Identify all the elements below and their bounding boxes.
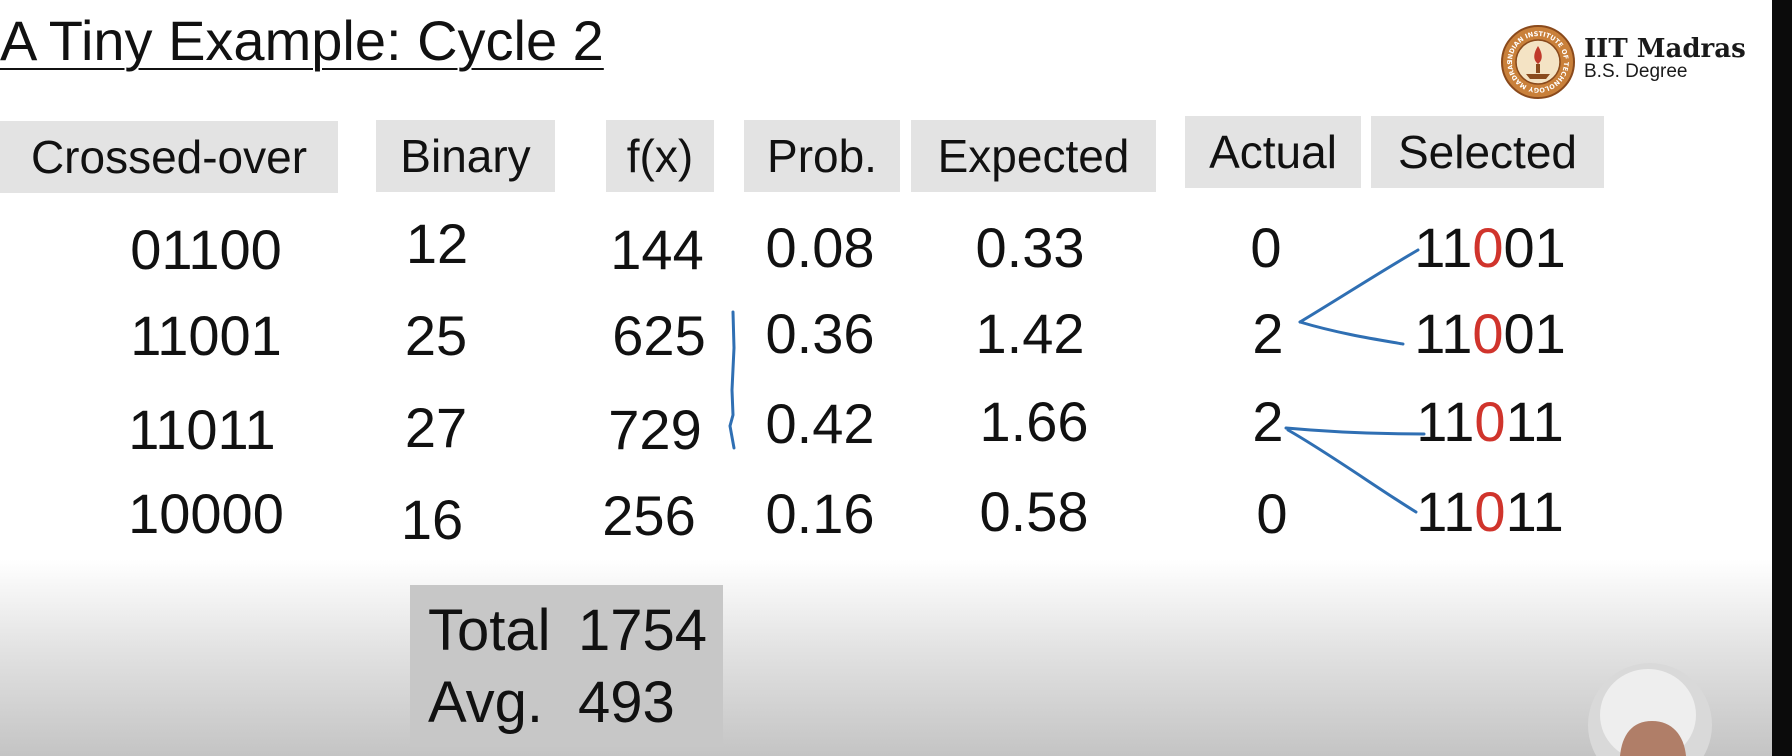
prob-value: 0.16 [765,482,875,545]
selected-value: 11001 [1414,216,1566,279]
presenter-figure [1588,663,1712,756]
binary-value: 27 [404,396,468,459]
iit-madras-seal-icon: INDIAN INSTITUTE OF TECHNOLOGY MADRAS [1501,25,1575,99]
institute-logo: INDIAN INSTITUTE OF TECHNOLOGY MADRAS II… [1500,20,1746,100]
selected-value: 11011 [1416,390,1564,453]
expected-value: 1.42 [975,302,1085,365]
highlighted-bit: 0 [1472,216,1504,279]
selected-value: 11001 [1414,302,1566,365]
header-expected: Expected [911,120,1156,192]
actual-value: 0 [1256,482,1288,545]
binary-value: 12 [405,212,469,275]
expected-value: 1.66 [979,390,1089,453]
header-prob: Prob. [744,120,900,192]
summary-box: Total 1754 Avg. 493 [410,585,723,747]
total-value: 1754 [578,598,708,663]
fx-value: 729 [608,398,702,461]
selection-stroke [1286,428,1418,514]
prob-value: 0.42 [765,392,875,455]
header-fx: f(x) [606,120,714,192]
selection-stroke [1298,320,1405,346]
fx-value: 625 [612,304,706,367]
highlighted-bit: 0 [1474,390,1506,453]
video-edge-band [1772,0,1792,756]
expected-value: 0.33 [975,216,1085,279]
actual-value: 0 [1250,216,1282,279]
prob-value: 0.08 [765,216,875,279]
logo-subtitle: B.S. Degree [1584,61,1688,82]
total-line: Total 1754 [428,597,707,664]
prob-value: 0.36 [765,302,875,365]
total-label: Total [428,598,551,663]
binary-value: 25 [404,304,468,367]
header-actual: Actual [1185,116,1361,188]
avg-value: 493 [578,670,675,735]
actual-value: 2 [1252,302,1284,365]
header-selected: Selected [1371,116,1604,188]
slide-title: A Tiny Example: Cycle 2 [0,9,604,72]
crossed-over-value: 11001 [130,304,282,367]
avg-line: Avg. 493 [428,669,675,736]
header-binary: Binary [376,120,555,192]
header-crossed-over: Crossed-over [0,121,338,193]
crossed-over-value: 01100 [130,218,282,281]
expected-value: 0.58 [979,480,1089,543]
logo-name: IIT Madras [1584,34,1746,64]
fx-value: 144 [610,218,704,281]
crossed-over-value: 10000 [128,482,284,545]
bracket-stroke [728,310,736,450]
fx-value: 256 [602,484,696,547]
binary-value: 16 [400,488,464,551]
crossed-over-value: 11011 [128,398,276,461]
actual-value: 2 [1252,390,1284,453]
highlighted-bit: 0 [1474,480,1506,543]
highlighted-bit: 0 [1472,302,1504,365]
avg-label: Avg. [428,670,544,735]
selected-value: 11011 [1416,480,1564,543]
